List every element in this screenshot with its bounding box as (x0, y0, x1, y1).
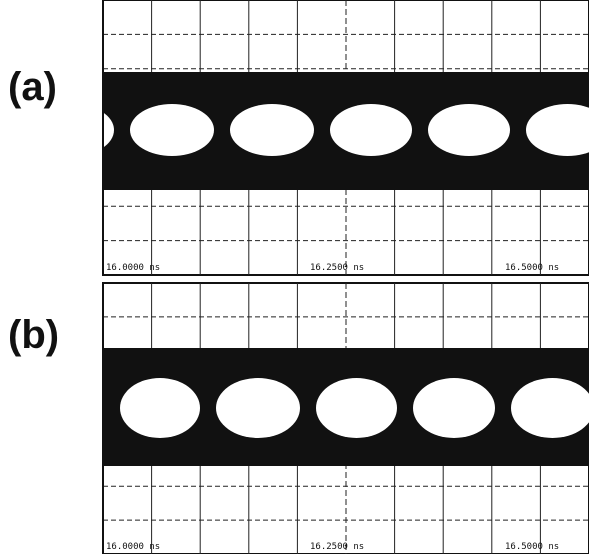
eye-opening (413, 378, 495, 438)
eye-opening (130, 104, 214, 156)
eye-opening (216, 378, 300, 438)
eye-panel: (b) 16.0000 ns 16.2500 ns 16.5000 ns (0, 283, 589, 554)
figure: (a) 16.0000 ns 16.2500 ns 16.5000 ns (b) 16.0… (0, 0, 589, 554)
eye-opening (330, 104, 412, 156)
time-label: 16.0000 ns (106, 263, 160, 273)
time-label: 16.5000 ns (505, 542, 559, 552)
time-label: 16.2500 ns (310, 542, 364, 552)
panel-label: (b) (8, 313, 59, 357)
eye-opening (316, 378, 397, 438)
time-label: 16.0000 ns (106, 542, 160, 552)
eye-panel: (a) 16.0000 ns 16.2500 ns 16.5000 ns (0, 0, 589, 275)
eye-opening (120, 378, 200, 438)
time-label: 16.2500 ns (310, 263, 364, 273)
panel-label: (a) (8, 65, 57, 109)
clip-left (0, 0, 102, 275)
eye-opening (428, 104, 510, 156)
time-label: 16.5000 ns (505, 263, 559, 273)
eye-opening (230, 104, 314, 156)
